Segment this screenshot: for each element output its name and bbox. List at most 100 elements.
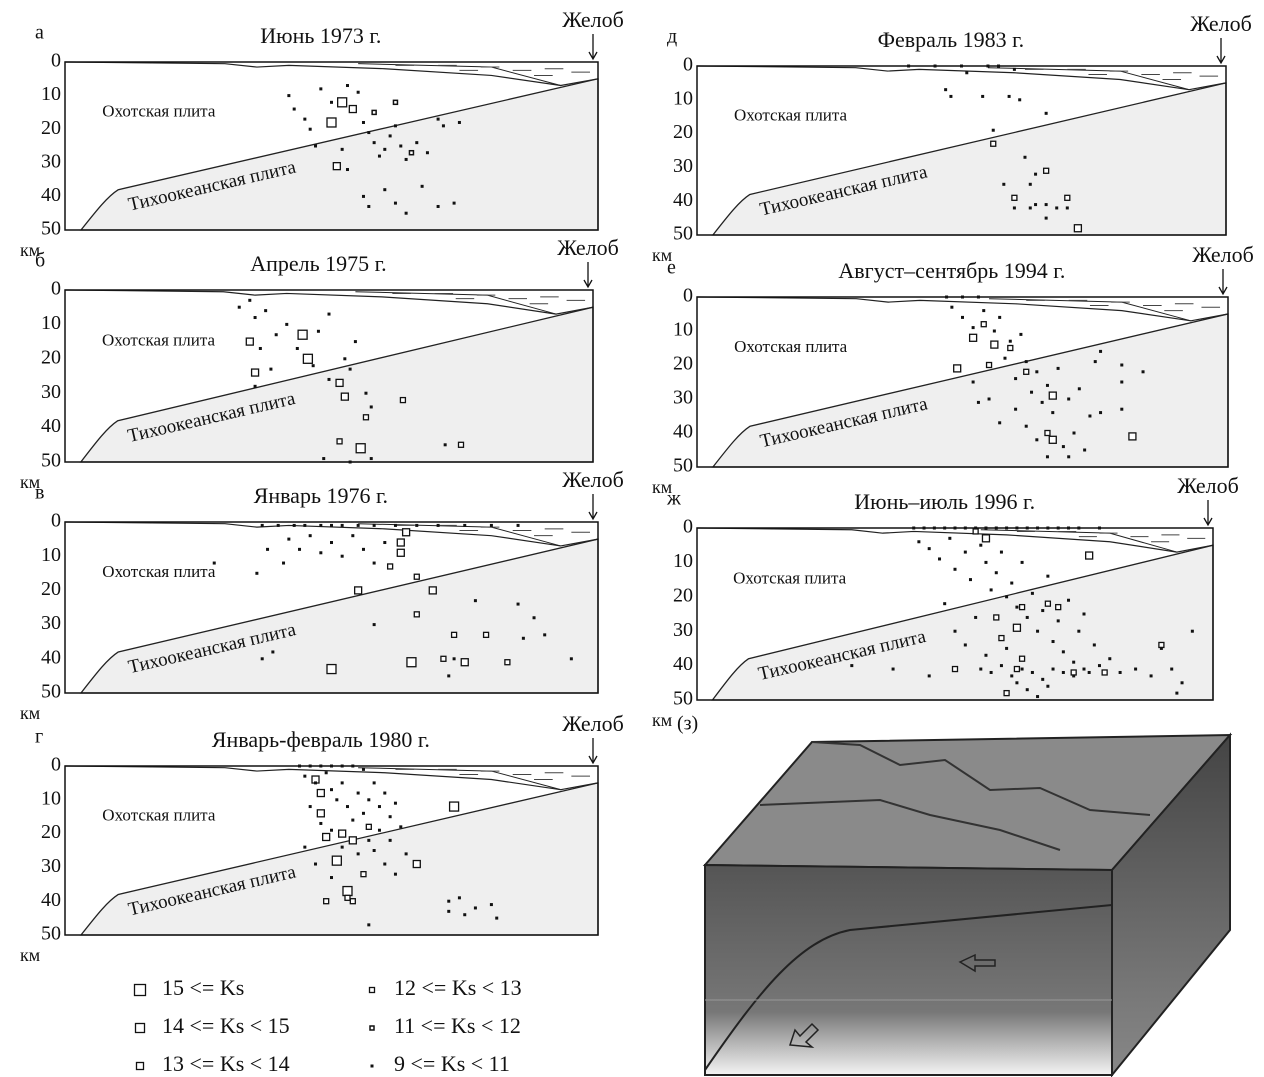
quake-point bbox=[317, 330, 320, 333]
quake-point bbox=[1052, 668, 1055, 671]
quake-point bbox=[370, 405, 373, 408]
panel-title: Январь 1976 г. bbox=[254, 483, 388, 508]
y-tick-label: 40 bbox=[673, 421, 693, 443]
y-tick-label: 20 bbox=[41, 821, 61, 843]
quake-point bbox=[389, 839, 392, 842]
legend-label: 13 <= Ks < 14 bbox=[162, 1051, 290, 1076]
quake-point bbox=[1074, 225, 1081, 232]
quake-point bbox=[943, 527, 946, 530]
quake-point bbox=[1014, 377, 1017, 380]
y-tick-label: 10 bbox=[41, 83, 61, 105]
quake-point bbox=[1088, 415, 1091, 418]
quake-point bbox=[1057, 619, 1060, 622]
quake-point bbox=[373, 524, 376, 527]
quake-point bbox=[987, 363, 992, 368]
quake-point bbox=[1046, 685, 1049, 688]
quake-point bbox=[282, 562, 285, 565]
quake-point bbox=[1093, 643, 1096, 646]
quake-point bbox=[362, 195, 365, 198]
quake-point bbox=[373, 562, 376, 565]
panel-label: д bbox=[667, 26, 677, 48]
quake-point bbox=[1102, 670, 1107, 675]
quake-point bbox=[1056, 605, 1061, 610]
quake-point bbox=[954, 527, 957, 530]
y-tick-label: 10 bbox=[41, 544, 61, 566]
quake-point bbox=[977, 401, 980, 404]
quake-point bbox=[453, 202, 456, 205]
quake-point bbox=[351, 534, 354, 537]
trench-label: Желоб bbox=[1177, 473, 1239, 498]
quake-point bbox=[421, 185, 424, 188]
quake-point bbox=[1044, 168, 1049, 173]
quake-point bbox=[1008, 95, 1011, 98]
quake-point bbox=[1071, 670, 1076, 675]
quake-point bbox=[1021, 668, 1024, 671]
trench-label: Желоб bbox=[562, 7, 624, 32]
quake-point bbox=[252, 369, 259, 376]
quake-point bbox=[994, 615, 999, 620]
panel-label: в bbox=[35, 482, 44, 504]
quake-point bbox=[1045, 217, 1048, 220]
quake-point bbox=[1057, 527, 1060, 530]
y-tick-label: 0 bbox=[51, 510, 61, 532]
quake-point bbox=[330, 876, 333, 879]
quake-point bbox=[325, 771, 328, 774]
quake-point bbox=[981, 322, 986, 327]
quake-point bbox=[330, 101, 333, 104]
quake-point bbox=[383, 148, 386, 151]
quake-point bbox=[1134, 668, 1137, 671]
quake-point bbox=[341, 781, 344, 784]
quake-point bbox=[1020, 656, 1025, 661]
quake-point bbox=[522, 637, 525, 640]
quake-point bbox=[336, 379, 343, 386]
quake-point bbox=[964, 527, 967, 530]
quake-point bbox=[1041, 401, 1044, 404]
quake-point bbox=[405, 212, 408, 215]
quake-point bbox=[999, 636, 1004, 641]
quake-point bbox=[1035, 370, 1038, 373]
y-tick-label: 30 bbox=[41, 855, 61, 877]
quake-point bbox=[330, 788, 333, 791]
quake-point bbox=[1010, 582, 1013, 585]
quake-point bbox=[1025, 360, 1028, 363]
y-tick-label: 40 bbox=[41, 415, 61, 437]
quake-point bbox=[954, 365, 961, 372]
quake-point bbox=[343, 887, 352, 896]
panel-label: е bbox=[667, 257, 676, 279]
quake-point bbox=[426, 151, 429, 154]
quake-point bbox=[1004, 691, 1009, 696]
panel-label: г bbox=[35, 726, 43, 748]
panel-label: а bbox=[35, 22, 44, 44]
quake-point bbox=[1159, 642, 1164, 647]
quake-point bbox=[254, 316, 257, 319]
legend-label: 15 <= Ks bbox=[162, 975, 244, 1000]
quake-point bbox=[378, 829, 381, 832]
quake-point bbox=[361, 872, 366, 877]
quake-point bbox=[1005, 647, 1008, 650]
quake-point bbox=[370, 457, 373, 460]
trench-label: Желоб bbox=[1190, 11, 1252, 36]
quake-point bbox=[495, 917, 498, 920]
quake-point bbox=[266, 548, 269, 551]
plate-label: Охотская плита bbox=[733, 569, 847, 588]
quake-point bbox=[319, 87, 322, 90]
quake-point bbox=[997, 65, 1000, 68]
quake-point bbox=[453, 657, 456, 660]
quake-point bbox=[389, 134, 392, 137]
sea-line bbox=[355, 292, 556, 314]
quake-point bbox=[303, 524, 306, 527]
quake-point bbox=[1031, 671, 1034, 674]
quake-point bbox=[314, 863, 317, 866]
quake-point bbox=[474, 906, 477, 909]
quake-point bbox=[505, 660, 510, 665]
quake-point bbox=[341, 765, 344, 768]
quake-point bbox=[998, 316, 1001, 319]
quake-point bbox=[437, 205, 440, 208]
panel-title: Январь-февраль 1980 г. bbox=[212, 727, 430, 752]
quake-point bbox=[137, 1063, 144, 1070]
quake-point bbox=[355, 587, 362, 594]
quake-point bbox=[393, 100, 397, 104]
quake-point bbox=[261, 657, 264, 660]
quake-point bbox=[1041, 609, 1044, 612]
